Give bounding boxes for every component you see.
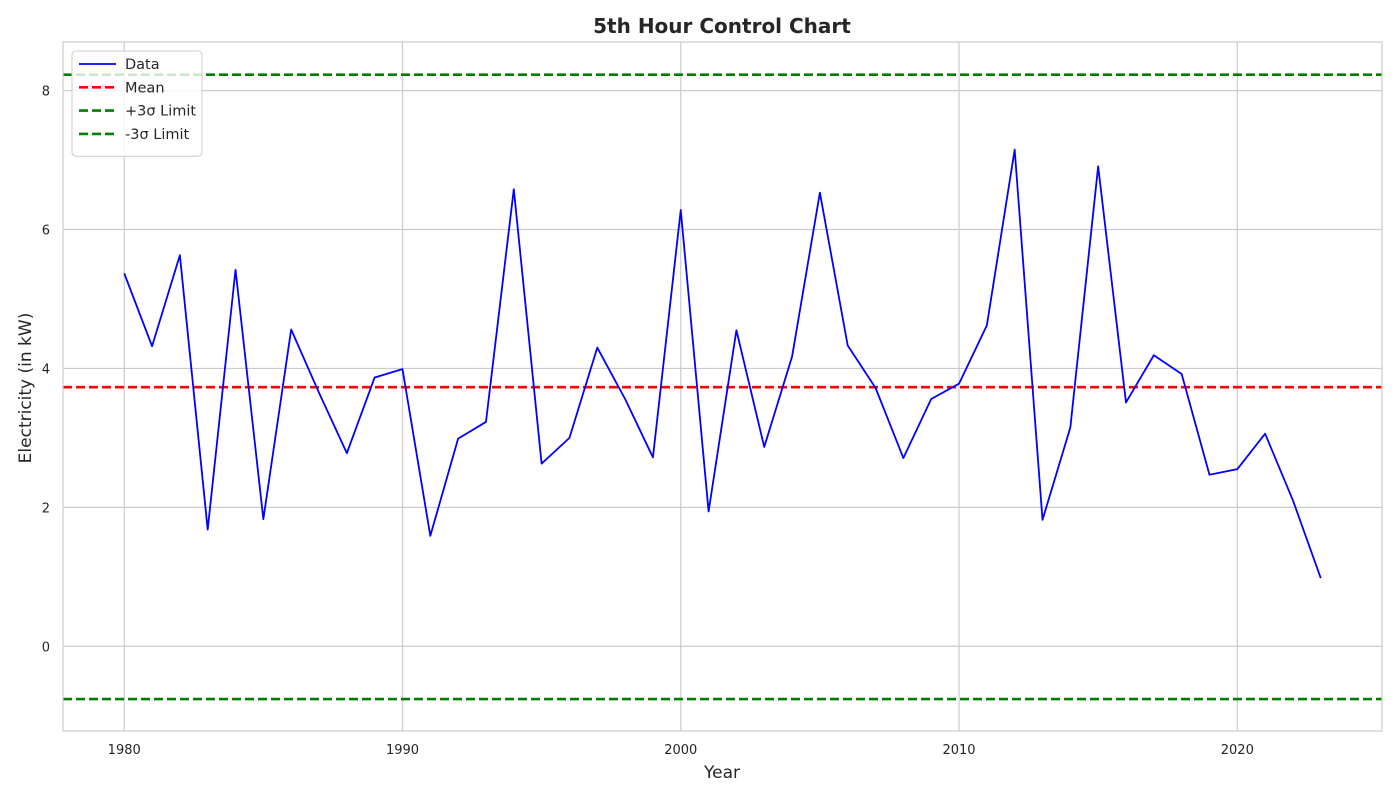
chart-title: 5th Hour Control Chart [593, 14, 851, 38]
x-tick-label: 1990 [386, 743, 419, 758]
y-axis-label: Electricity (in kW) [16, 313, 36, 464]
x-tick-label: 1980 [108, 743, 141, 758]
legend-label: -3σ Limit [125, 127, 190, 143]
y-tick-label: 8 [42, 85, 50, 100]
tick-labels: 1980 1990 2000 2010 2020 0 2 4 6 8 [42, 85, 1254, 758]
data-series-line [123, 148, 1322, 579]
legend: Data Mean +3σ Limit -3σ Limit [71, 50, 203, 157]
y-tick-label: 0 [42, 640, 50, 655]
legend-label: Mean [125, 80, 165, 96]
legend-box [71, 50, 203, 157]
plot-frame [62, 41, 1383, 732]
y-tick-label: 2 [42, 501, 50, 516]
y-tick-label: 4 [42, 362, 50, 377]
x-tick-label: 2000 [664, 743, 697, 758]
legend-label: +3σ Limit [125, 104, 196, 120]
series-lines [123, 148, 1322, 579]
y-tick-label: 6 [42, 224, 50, 239]
x-axis-label: Year [703, 763, 740, 783]
reference-lines [63, 73, 1382, 701]
x-tick-label: 2020 [1221, 743, 1254, 758]
legend-label: Data [125, 57, 160, 73]
x-tick-label: 2010 [942, 743, 975, 758]
